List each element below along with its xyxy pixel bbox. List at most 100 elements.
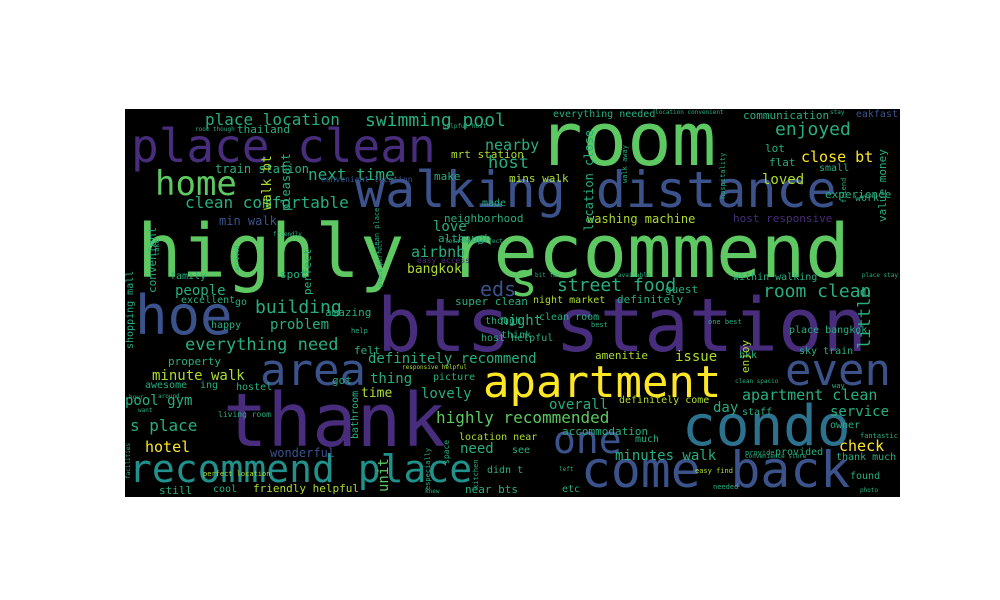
word: provide — [745, 449, 775, 457]
word: responsive helpful — [402, 364, 468, 371]
word: value money — [876, 149, 889, 222]
word: pool gym — [125, 393, 193, 409]
word: host — [488, 153, 529, 173]
word: easy find — [695, 467, 733, 475]
word-cloud: highly recommend room bts station thank … — [125, 109, 900, 497]
word: eakfast — [855, 109, 898, 120]
word: guest — [665, 283, 699, 296]
word: facilities — [125, 442, 132, 479]
word: come back — [581, 441, 851, 497]
word: minute walk — [152, 368, 245, 384]
word: shopping mall — [125, 270, 136, 349]
word: place location — [205, 110, 340, 129]
word: host responsive — [733, 212, 833, 225]
word: everything needed — [553, 109, 656, 120]
word: hostel — [236, 382, 273, 393]
word: place stay — [861, 272, 898, 279]
word: unit — [376, 458, 392, 492]
word: little — [855, 287, 875, 349]
word: love — [433, 219, 467, 235]
word: walk away — [621, 145, 629, 183]
word: small — [819, 163, 850, 174]
word: go — [235, 297, 248, 308]
word: room though — [195, 126, 235, 133]
word: found — [850, 471, 881, 482]
word: knew — [425, 488, 440, 495]
word: thailand — [237, 123, 290, 136]
word: thank much — [836, 452, 897, 463]
word: easy access — [417, 256, 470, 265]
word: help — [351, 327, 368, 335]
word: staff — [742, 407, 773, 418]
word: bts station — [377, 283, 868, 369]
word: recommend place — [129, 447, 473, 491]
word: issue — [675, 349, 718, 365]
word: walking distance — [355, 161, 837, 219]
word: washing machine — [587, 212, 696, 226]
word: train station — [215, 162, 309, 176]
word: living room — [218, 410, 271, 419]
word: thank — [223, 378, 446, 464]
word: need — [460, 441, 494, 457]
word: arrived — [234, 245, 241, 271]
word: take — [153, 239, 161, 256]
word: amazing — [325, 306, 372, 319]
word: day — [713, 400, 739, 416]
word: bit far — [535, 272, 561, 279]
word: left — [559, 466, 574, 473]
word: min walk — [219, 214, 277, 228]
word: super clean — [455, 295, 528, 308]
word: photo — [860, 487, 879, 494]
word: clean comfortable — [185, 193, 349, 212]
word: hotel — [145, 438, 191, 456]
word: room — [538, 109, 717, 183]
word: lot — [765, 142, 785, 155]
word: hospitality — [719, 152, 727, 199]
word: stay — [830, 109, 845, 116]
word: cool — [213, 484, 238, 495]
word: got — [332, 374, 352, 387]
word: thing — [370, 371, 413, 387]
word: neighborhood — [444, 212, 524, 225]
word: street food — [557, 275, 677, 296]
word: owner — [830, 420, 861, 431]
word: helpful host — [443, 123, 487, 130]
word: needed — [713, 483, 739, 491]
word: although — [438, 232, 491, 245]
word: sky train — [799, 346, 854, 357]
word: though — [485, 316, 522, 327]
word: friend — [840, 177, 848, 203]
word: one best — [708, 318, 742, 326]
word: still — [159, 484, 193, 497]
word: airbnb — [411, 243, 466, 261]
word: s place — [130, 416, 198, 435]
word: time — [361, 386, 393, 401]
word: fantastic — [860, 432, 898, 440]
word: mrt station — [451, 148, 524, 161]
word: wonderful — [270, 446, 336, 460]
word: felt — [354, 344, 381, 357]
word: within walking — [733, 272, 818, 283]
word: walk bt — [260, 155, 275, 210]
word: loved — [762, 172, 805, 188]
word: space — [442, 439, 451, 464]
word: swimming pool — [365, 110, 506, 131]
word: people — [175, 283, 226, 299]
word: nearby — [485, 136, 540, 154]
word: work — [855, 193, 880, 204]
word: make — [434, 170, 461, 183]
word: one — [553, 418, 622, 462]
word: apartment — [483, 357, 722, 408]
word: available — [618, 272, 651, 279]
word: s — [510, 253, 538, 307]
word: perfect location — [203, 470, 271, 478]
word: made — [482, 198, 507, 209]
word: flat — [769, 156, 796, 169]
word: definitely come — [619, 395, 710, 406]
word: around — [158, 393, 180, 400]
word: location near — [459, 432, 538, 443]
word: mins walk — [509, 172, 569, 185]
word: enjoyed — [775, 119, 851, 140]
word: didn t — [487, 465, 524, 476]
word: kitchen — [472, 459, 480, 489]
